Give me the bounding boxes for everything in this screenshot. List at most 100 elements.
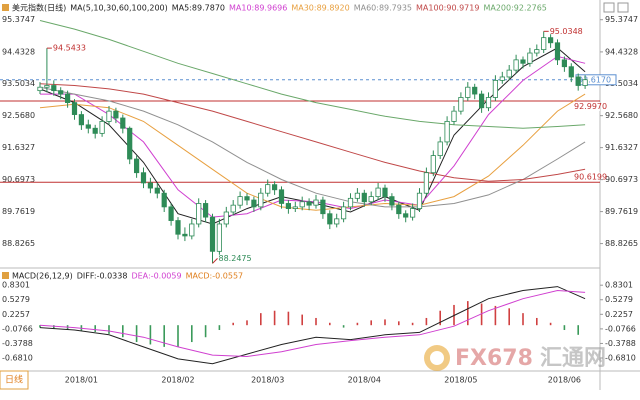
candle-body (209, 216, 216, 252)
candle-body (423, 172, 430, 194)
macd-bar (549, 322, 552, 326)
level-label: 93.6170 (578, 75, 611, 84)
y-tick-label: 0.5279 (2, 295, 30, 304)
candle-body (237, 196, 243, 206)
candle-body (492, 79, 499, 98)
header-label: MA100:90.9719 (416, 4, 479, 13)
macd-bar (122, 325, 124, 338)
macd-bar (260, 313, 262, 326)
candle-body (472, 86, 478, 95)
candle-body (161, 192, 167, 208)
y-tick-label: -0.3788 (605, 339, 636, 348)
x-tick-label: 2018/06 (548, 376, 581, 385)
macd-bar (177, 325, 179, 347)
header-label: DEA:-0.0059 (131, 272, 181, 281)
period-button[interactable] (0, 370, 29, 390)
toolbar-icon[interactable] (603, 2, 615, 13)
level-label: 90.6199 (574, 172, 607, 181)
annotation: 95.0348 (550, 27, 583, 36)
candle-body (299, 201, 305, 208)
candle-body (168, 206, 174, 221)
candle-body (189, 223, 195, 237)
candle-body (561, 59, 568, 68)
macd-bar (398, 321, 400, 326)
macd-line (39, 286, 586, 365)
candle-body (327, 213, 333, 225)
y-tick-label: 0.5279 (605, 295, 633, 304)
header-label: MACD:-0.0557 (186, 272, 244, 281)
macd-bar (467, 301, 469, 326)
candle-body (58, 90, 64, 95)
level-label-box (573, 101, 600, 111)
ma-line (39, 83, 586, 182)
level-label: 92.9970 (574, 102, 607, 111)
candle-body (548, 37, 554, 44)
candle-body (582, 79, 588, 86)
x-tick-label: 2018/04 (348, 376, 381, 385)
candle-body (437, 141, 443, 156)
candle-body (251, 199, 257, 208)
x-tick-label: 2018/02 (161, 376, 194, 385)
candle-body (506, 69, 512, 78)
candle-body (271, 184, 278, 191)
y-tick-label: 93.5034 (605, 79, 638, 88)
y-tick-label: 0.2257 (605, 310, 633, 319)
macd-bar (356, 322, 359, 326)
header-label: MA10:89.9696 (229, 4, 287, 13)
y-tick-label: 91.6327 (605, 143, 638, 152)
header-label: MA5:89.7870 (172, 4, 225, 13)
macd-bar (301, 314, 303, 326)
candle-body (340, 206, 347, 220)
candle-body (478, 93, 485, 109)
y-tick-label: 0.8301 (2, 281, 30, 290)
candle-body (65, 93, 71, 104)
candle-body (133, 158, 140, 174)
candle-body (347, 197, 354, 208)
candle-body (175, 220, 181, 235)
y-tick-label: -0.3788 (2, 339, 33, 348)
macd-bar (384, 319, 386, 326)
macd-bar (273, 310, 276, 326)
level-label-box (573, 172, 600, 182)
y-tick-label: 92.5680 (2, 111, 35, 120)
candle-body (196, 203, 202, 225)
header-icon (2, 4, 9, 11)
candle-body (499, 76, 505, 81)
candle-body (403, 213, 409, 218)
annotation-leader (212, 258, 218, 264)
macd-line (39, 289, 586, 358)
annotation: 88.2475 (219, 254, 252, 263)
candle-body (361, 192, 367, 203)
period-button-label[interactable]: 日线 (5, 374, 23, 386)
candle-body (154, 187, 160, 194)
candle-body (223, 211, 229, 225)
candle-body (258, 192, 264, 208)
candle-body (147, 182, 153, 189)
candle-body (334, 218, 340, 225)
macd-bar (370, 320, 372, 326)
y-tick-label: -0.0766 (2, 324, 33, 333)
candle-body (396, 204, 402, 215)
candle-body (99, 121, 105, 134)
candle-body (375, 187, 381, 198)
y-tick-label: 89.7619 (605, 207, 638, 216)
candle-body (292, 206, 298, 209)
candle-body (44, 85, 50, 88)
toolbar-icon[interactable] (617, 2, 629, 13)
macd-bar (439, 310, 441, 326)
candle-body (320, 199, 326, 215)
y-tick-label: 92.5680 (605, 111, 638, 120)
macd-bar (108, 325, 110, 334)
ma-line (39, 20, 586, 129)
macd-bar (94, 325, 96, 332)
x-tick-label: 2018/01 (65, 376, 98, 385)
header-label: DIFF:-0.0338 (77, 272, 128, 281)
y-tick-label: -0.0766 (605, 324, 636, 333)
candle-body (85, 124, 91, 129)
y-tick-label: -0.6810 (605, 354, 636, 363)
candle-body (430, 155, 436, 174)
annotation: 94.5433 (53, 44, 86, 53)
candle-body (37, 86, 43, 92)
macd-bar (39, 325, 41, 328)
